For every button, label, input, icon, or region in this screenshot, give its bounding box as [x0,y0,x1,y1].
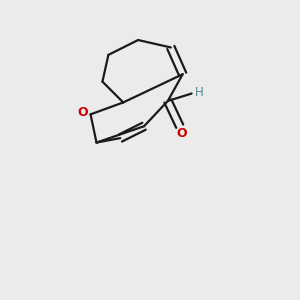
Text: O: O [77,106,88,119]
Text: O: O [176,127,187,140]
Text: H: H [195,86,203,99]
